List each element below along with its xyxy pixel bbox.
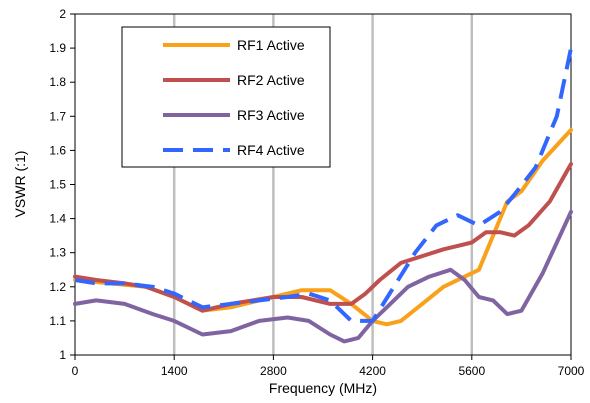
x-tick-label: 0 bbox=[72, 364, 79, 378]
y-tick-label: 1.1 bbox=[49, 314, 66, 328]
legend-items: RF1 Active RF2 Active RF3 Active RF4 Active bbox=[163, 37, 305, 158]
series-lines bbox=[73, 47, 573, 344]
x-tick-label: 2800 bbox=[260, 364, 287, 378]
series-line-2 bbox=[73, 162, 573, 313]
x-tick-label: 4200 bbox=[359, 364, 386, 378]
legend-label: RF4 Active bbox=[237, 142, 305, 158]
y-tick-label: 1.9 bbox=[49, 41, 66, 55]
legend-label: RF1 Active bbox=[237, 37, 305, 53]
y-tick-label: 1.3 bbox=[49, 246, 66, 260]
legend-label: RF3 Active bbox=[237, 107, 305, 123]
series-line-3 bbox=[73, 209, 573, 344]
x-tick-label: 7000 bbox=[558, 364, 585, 378]
y-tick-label: 1.8 bbox=[49, 75, 66, 89]
legend: RF1 Active RF2 Active RF3 Active RF4 Active bbox=[121, 26, 331, 168]
x-axis-ticks: 0 1400 2800 4200 5600 7000 bbox=[72, 355, 585, 378]
y-axis-title: VSWR (:1) bbox=[12, 151, 28, 218]
y-tick-label: 2 bbox=[59, 7, 66, 21]
legend-label: RF2 Active bbox=[237, 72, 305, 88]
legend-box bbox=[121, 26, 331, 168]
y-tick-label: 1.4 bbox=[49, 212, 66, 226]
x-axis-title: Frequency (MHz) bbox=[269, 380, 377, 396]
y-tick-label: 1.7 bbox=[49, 109, 66, 123]
x-tick-label: 1400 bbox=[161, 364, 188, 378]
y-tick-label: 1.6 bbox=[49, 143, 66, 157]
series-line-4 bbox=[74, 47, 573, 323]
y-tick-label: 1 bbox=[59, 348, 66, 362]
y-tick-label: 1.2 bbox=[49, 280, 66, 294]
x-tick-label: 5600 bbox=[458, 364, 485, 378]
y-tick-label: 1.5 bbox=[49, 178, 66, 192]
y-axis-ticks: 1 1.1 1.2 1.3 1.4 1.5 1.6 1.7 1.8 1.9 2 bbox=[49, 7, 75, 362]
